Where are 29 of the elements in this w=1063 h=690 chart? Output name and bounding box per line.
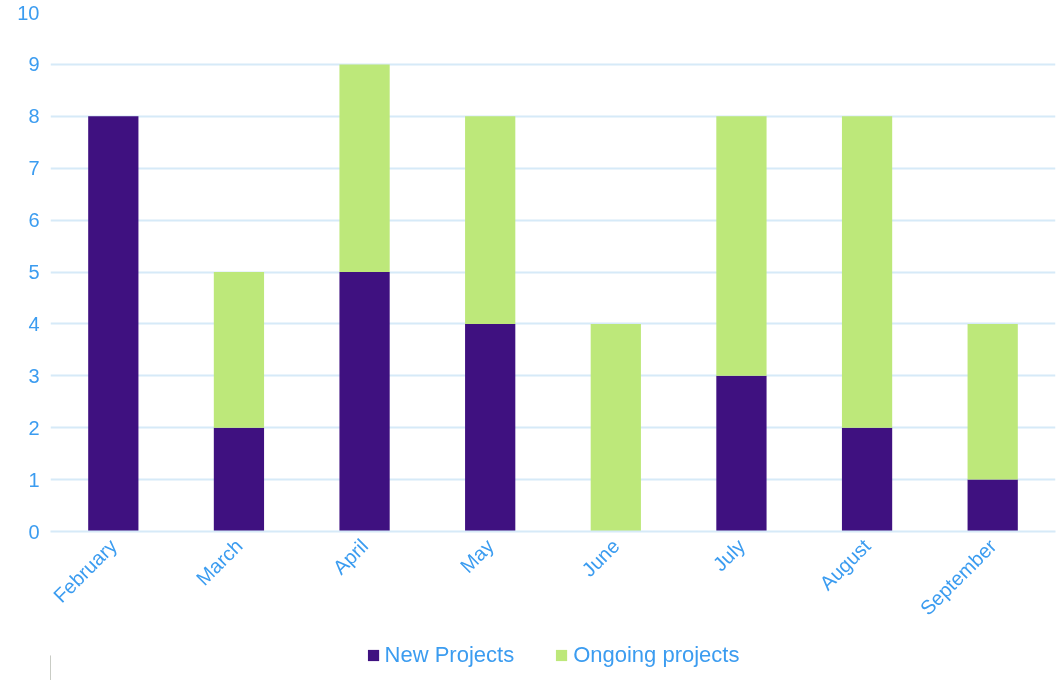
y-tick-label: 1 [28, 468, 40, 491]
x-tick-label: May [455, 534, 498, 577]
bar [339, 64, 390, 272]
y-tick-label: 6 [28, 209, 40, 232]
bar [967, 323, 1018, 480]
bar [213, 272, 265, 428]
bar [841, 116, 893, 428]
bar [967, 479, 1018, 532]
bar [88, 116, 139, 532]
bar [465, 116, 516, 324]
bar [213, 427, 265, 532]
y-tick-label: 8 [28, 105, 40, 128]
y-tick-label: 4 [28, 312, 40, 335]
bar [716, 116, 767, 376]
bar [590, 323, 641, 532]
y-tick-label: 5 [28, 261, 40, 283]
y-tick-label: 7 [28, 157, 40, 180]
x-tick-label: July [708, 534, 750, 576]
bar [716, 375, 767, 532]
y-tick-label: 9 [28, 53, 40, 76]
y-tick-label: 3 [28, 364, 40, 387]
bar [339, 272, 390, 532]
y-tick-label: 10 [17, 1, 40, 24]
y-tick-label: 0 [28, 520, 40, 543]
legend-label: Ongoing projects [573, 642, 740, 668]
bar [841, 427, 893, 532]
y-tick-label: 2 [28, 416, 40, 439]
bar [465, 323, 516, 532]
legend-label: New Projects [384, 642, 515, 668]
